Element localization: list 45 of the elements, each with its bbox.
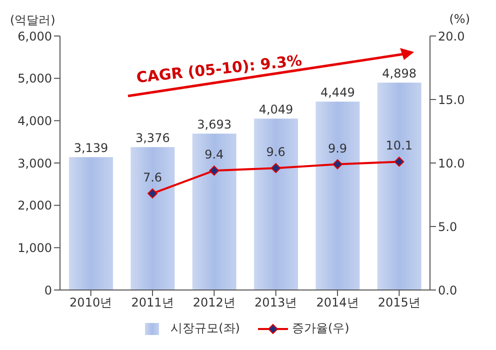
bar xyxy=(377,82,422,290)
y2-tick-label: 0.0 xyxy=(438,283,458,298)
data-label: 3,376 xyxy=(135,131,170,146)
data-label: 3,693 xyxy=(197,118,232,132)
point xyxy=(270,163,281,174)
annotation: CAGR (05-10): 9.3% xyxy=(136,51,303,87)
bar xyxy=(192,134,236,290)
y-tick-label: 2,000 xyxy=(18,198,52,213)
point xyxy=(148,188,158,198)
point xyxy=(394,156,404,167)
data-label: 9.4 xyxy=(204,148,224,162)
x-tick-label: 2015년 xyxy=(378,296,420,310)
x-tick-label: 2011년 xyxy=(131,296,174,310)
y2-tick-label: 20.0 xyxy=(438,29,465,44)
data-label: 3,139 xyxy=(74,141,108,156)
y2-tick-label: 10.0 xyxy=(438,156,465,170)
y-tick-label: 4,000 xyxy=(18,114,52,128)
bar xyxy=(69,157,113,290)
data-label: 4,049 xyxy=(258,102,294,117)
x-tick-label: 2012년 xyxy=(192,296,236,310)
y2-tick-label: 5.0 xyxy=(438,220,458,234)
data-label: 9.9 xyxy=(328,141,348,156)
data-label: 9.6 xyxy=(266,145,286,160)
data-label: 4,898 xyxy=(382,66,417,81)
y2-tick-label: 15.0 xyxy=(438,92,465,107)
y-tick-label: 1,000 xyxy=(18,240,52,255)
bar xyxy=(316,102,360,290)
data-label: 4,449 xyxy=(320,86,355,100)
legend-label: 시장규모(좌) xyxy=(170,320,240,337)
y2-axis-title: (%) xyxy=(449,12,470,26)
y-tick-label: 5,000 xyxy=(18,72,52,86)
data-label: 7.6 xyxy=(142,170,162,184)
y-tick-label: 6,000 xyxy=(18,29,52,44)
bar xyxy=(130,147,175,290)
y-tick-label: 0 xyxy=(44,283,52,298)
bar xyxy=(254,118,298,290)
data-label: 10.1 xyxy=(386,138,413,153)
x-tick-label: 2013년 xyxy=(254,296,298,310)
legend-label: 증가율(우) xyxy=(292,320,350,337)
x-tick-label: 2010년 xyxy=(70,296,112,310)
x-tick-label: 2014년 xyxy=(316,296,359,310)
y-tick-label: 3,000 xyxy=(18,156,52,170)
y-axis-title: (억달러) xyxy=(10,12,56,29)
point xyxy=(332,159,342,170)
point xyxy=(209,166,220,176)
